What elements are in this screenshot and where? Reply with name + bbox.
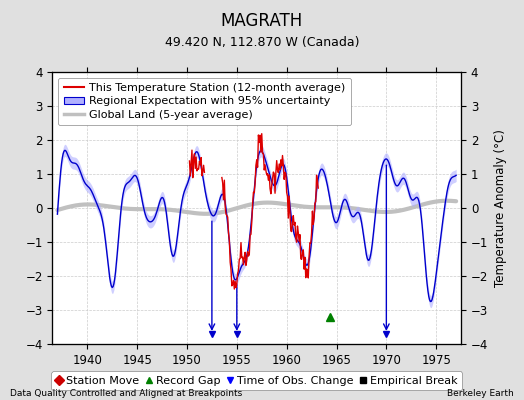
- Text: 49.420 N, 112.870 W (Canada): 49.420 N, 112.870 W (Canada): [165, 36, 359, 49]
- Y-axis label: Temperature Anomaly (°C): Temperature Anomaly (°C): [494, 129, 507, 287]
- Text: MAGRATH: MAGRATH: [221, 12, 303, 30]
- Text: Berkeley Earth: Berkeley Earth: [447, 389, 514, 398]
- Legend: Station Move, Record Gap, Time of Obs. Change, Empirical Break: Station Move, Record Gap, Time of Obs. C…: [51, 371, 462, 390]
- Text: Data Quality Controlled and Aligned at Breakpoints: Data Quality Controlled and Aligned at B…: [10, 389, 243, 398]
